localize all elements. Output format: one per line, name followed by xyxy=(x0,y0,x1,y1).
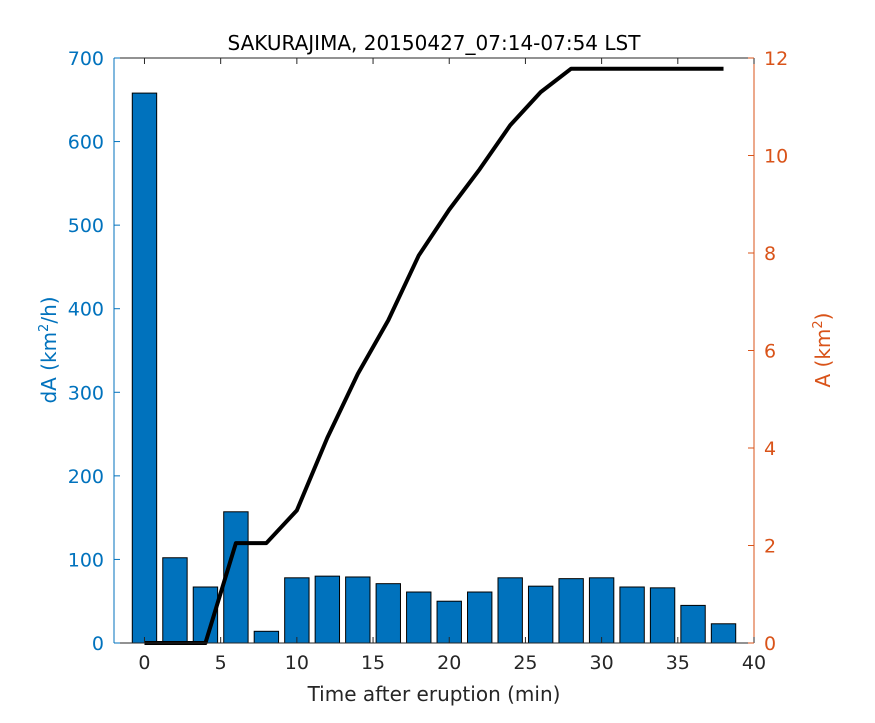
plot-background xyxy=(114,58,754,643)
bar xyxy=(649,587,676,644)
bar xyxy=(375,583,401,644)
bar xyxy=(680,604,706,644)
y-left-tick-label: 600 xyxy=(68,132,104,154)
bar xyxy=(558,578,584,644)
cumulative-area-line xyxy=(144,66,724,645)
x-tick-label: 10 xyxy=(285,652,309,674)
y-left-tick-label: 700 xyxy=(68,48,104,70)
bar xyxy=(497,577,523,644)
bar xyxy=(345,576,371,644)
y-axis-label-left-base: dA (km xyxy=(37,332,61,404)
bar xyxy=(223,511,249,644)
y-left-tick-label: 200 xyxy=(68,466,104,488)
bar xyxy=(588,577,615,644)
y-axis-label-left: dA (km2/h) xyxy=(37,296,61,403)
bar xyxy=(284,577,310,644)
y-axis-label-right-tail: ) xyxy=(811,313,835,321)
chart-title: SAKURAJIMA, 20150427_07:14-07:54 LST xyxy=(228,31,642,55)
y-axis-label-right-base: A (km xyxy=(811,329,835,388)
bar xyxy=(162,557,188,644)
bar xyxy=(710,623,737,644)
y-right-tick-label: 0 xyxy=(764,633,776,655)
axes xyxy=(113,57,755,644)
y-right-tick-label: 10 xyxy=(764,146,788,168)
y-right-tick-label: 12 xyxy=(764,48,788,70)
x-axis-label: Time after eruption (min) xyxy=(307,682,561,706)
bar xyxy=(467,591,493,644)
x-tick-label: 40 xyxy=(742,652,766,674)
line-series-layer xyxy=(144,66,724,645)
x-tick-label: 0 xyxy=(138,652,150,674)
x-tick-label: 25 xyxy=(513,652,537,674)
y-axis-label-right-sup: 2 xyxy=(811,320,826,328)
x-tick-label: 30 xyxy=(590,652,614,674)
y-right-tick-label: 2 xyxy=(764,536,776,558)
bar xyxy=(527,585,554,644)
y-left-tick-label: 0 xyxy=(92,633,104,655)
y-left-tick-label: 100 xyxy=(68,549,104,571)
y-left-tick-label: 300 xyxy=(68,382,104,404)
bar xyxy=(436,600,462,644)
y-right-tick-label: 8 xyxy=(764,243,776,265)
x-tick-label: 15 xyxy=(361,652,385,674)
y-right-tick-label: 6 xyxy=(764,341,776,363)
tick-labels: 0 5 10 15 20 25 30 35 40010020030040050060070002… xyxy=(68,48,788,674)
x-tick-label: 20 xyxy=(437,652,461,674)
x-tick-label: 5 xyxy=(215,652,227,674)
bar xyxy=(619,586,645,644)
y-axis-label-left-tail: /h) xyxy=(37,296,61,323)
bar xyxy=(253,630,280,644)
y-left-tick-label: 400 xyxy=(68,299,104,321)
y-left-tick-label: 500 xyxy=(68,215,104,237)
bar xyxy=(406,591,432,644)
y-axis-label-left-sup: 2 xyxy=(37,324,52,332)
bar xyxy=(131,92,158,644)
y-right-tick-label: 4 xyxy=(764,438,776,460)
y-axis-label-right: A (km2) xyxy=(811,313,835,388)
bar xyxy=(314,575,341,644)
x-tick-label: 35 xyxy=(666,652,690,674)
